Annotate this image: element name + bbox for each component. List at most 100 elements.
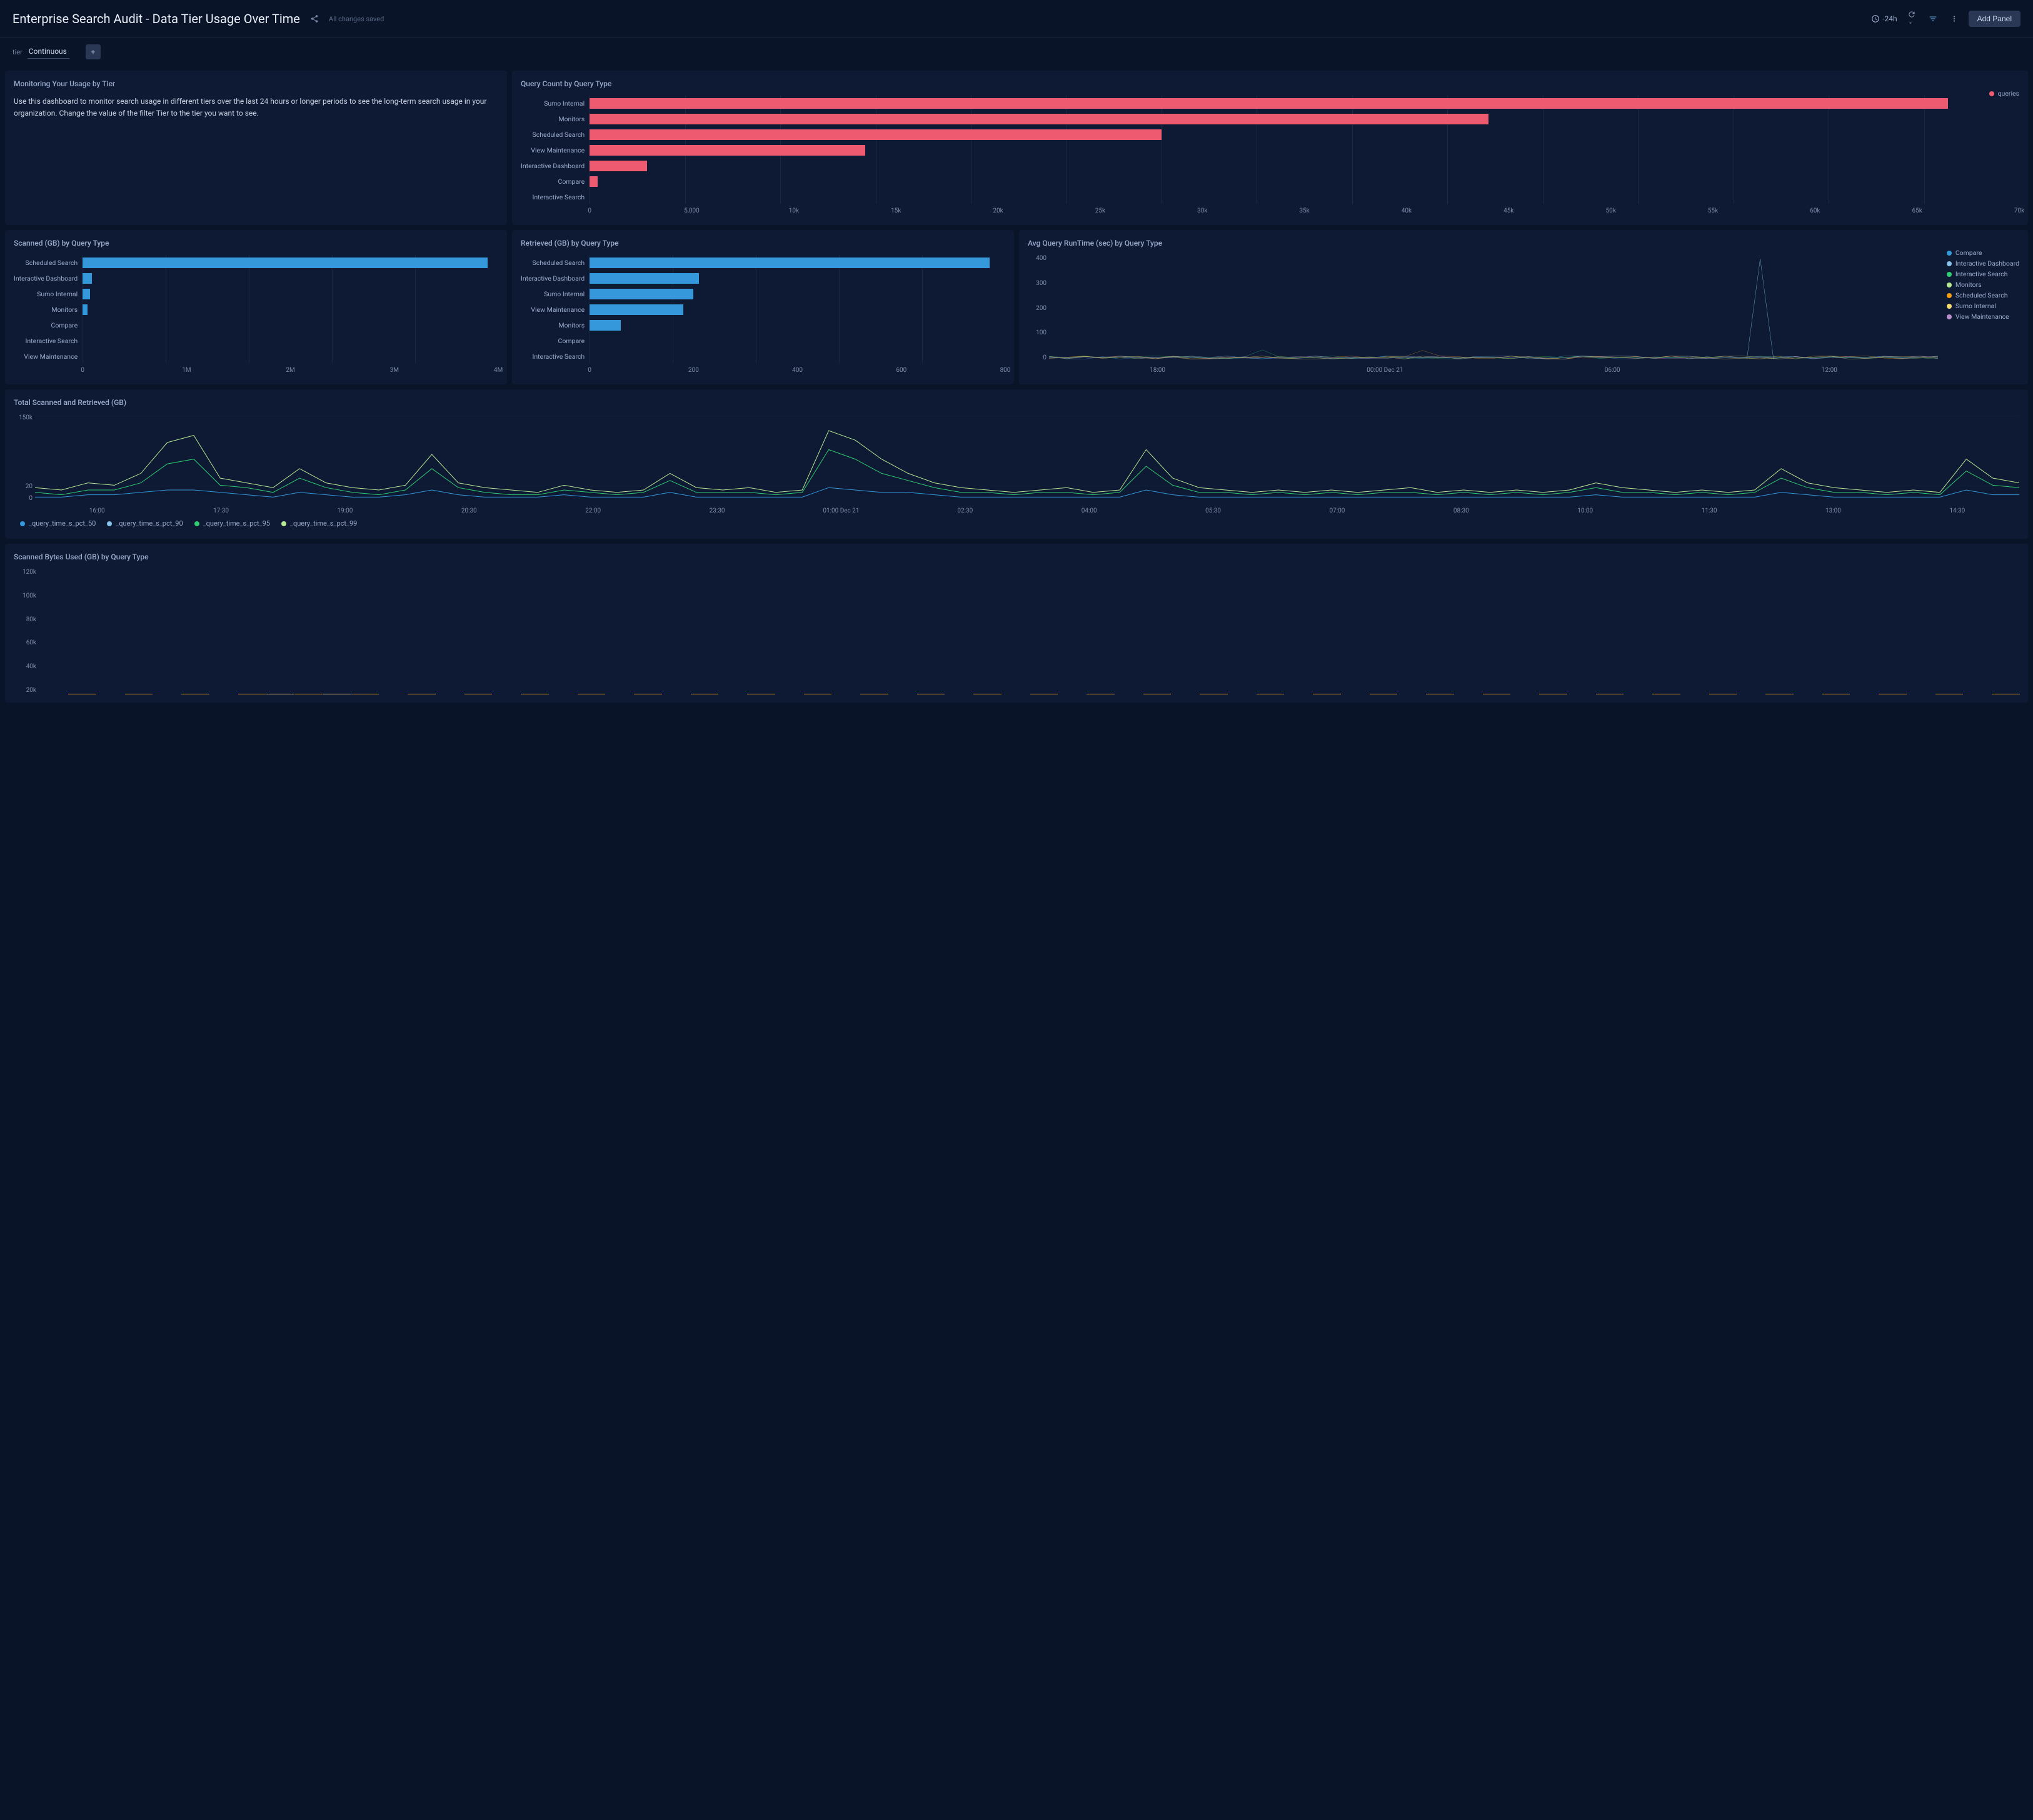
bar-group[interactable] [1511, 569, 1539, 694]
bar-group[interactable] [1426, 569, 1453, 694]
legend-item[interactable]: _query_time_s_pct_50 [20, 519, 96, 528]
bar-group[interactable] [1342, 569, 1369, 694]
bar-group[interactable] [1313, 569, 1340, 694]
bar[interactable] [83, 289, 90, 299]
share-icon[interactable] [310, 14, 319, 23]
bar-group[interactable] [1143, 569, 1171, 694]
bar-group[interactable] [1964, 569, 1991, 694]
bar-group[interactable] [973, 569, 1001, 694]
bar-group[interactable] [493, 569, 520, 694]
bar-group[interactable] [40, 569, 68, 694]
bar-group[interactable] [1370, 569, 1397, 694]
bar-group[interactable] [719, 569, 746, 694]
bar-group[interactable] [1709, 569, 1737, 694]
bar-group[interactable] [1539, 569, 1567, 694]
bar-group[interactable] [1568, 569, 1595, 694]
bar-group[interactable] [860, 569, 888, 694]
bar-group[interactable] [97, 569, 124, 694]
bar-group[interactable] [917, 569, 945, 694]
filter-value[interactable]: Continuous [28, 46, 69, 59]
bar-group[interactable] [210, 569, 238, 694]
bar-group[interactable] [521, 569, 548, 694]
bar-group[interactable] [747, 569, 775, 694]
bar-group[interactable] [1087, 569, 1114, 694]
bar-group[interactable] [1200, 569, 1227, 694]
bar[interactable] [590, 176, 598, 187]
bar-group[interactable] [1228, 569, 1256, 694]
bar-group[interactable] [408, 569, 435, 694]
bar-group[interactable] [1624, 569, 1652, 694]
bar-group[interactable] [464, 569, 492, 694]
bar-group[interactable] [634, 569, 661, 694]
legend-item[interactable]: _query_time_s_pct_95 [194, 519, 270, 528]
bar-group[interactable] [1737, 569, 1765, 694]
bar[interactable] [83, 273, 92, 284]
bar-group[interactable] [1850, 569, 1878, 694]
bar-group[interactable] [1596, 569, 1624, 694]
bar[interactable] [590, 289, 693, 299]
add-panel-button[interactable]: Add Panel [1969, 11, 2020, 27]
filter-icon[interactable] [1929, 14, 1937, 23]
more-icon[interactable] [1950, 14, 1959, 23]
bar-group[interactable] [1455, 569, 1482, 694]
bar-group[interactable] [436, 569, 464, 694]
time-range[interactable]: -24h [1871, 14, 1897, 23]
legend-item[interactable]: _query_time_s_pct_90 [107, 519, 183, 528]
bar-group[interactable] [663, 569, 690, 694]
add-filter-button[interactable]: + [86, 44, 101, 59]
category-label: Monitors [558, 318, 585, 333]
bar-group[interactable] [1652, 569, 1680, 694]
bar-group[interactable] [1172, 569, 1199, 694]
legend-item[interactable]: _query_time_s_pct_99 [281, 519, 357, 528]
bar-group[interactable] [1030, 569, 1058, 694]
bar-group[interactable] [1879, 569, 1906, 694]
bar-group[interactable] [1002, 569, 1030, 694]
bar[interactable] [590, 273, 699, 284]
bar[interactable] [590, 98, 1947, 109]
bar-group[interactable] [1765, 569, 1793, 694]
bar-group[interactable] [181, 569, 209, 694]
bar-group[interactable] [804, 569, 831, 694]
bar[interactable] [590, 320, 621, 331]
bar-group[interactable] [691, 569, 718, 694]
bar-group[interactable] [294, 569, 322, 694]
panel-retrieved-gb: Retrieved (GB) by Query Type Scheduled S… [512, 230, 1014, 384]
bar[interactable] [590, 129, 1162, 140]
bar-group[interactable] [1794, 569, 1822, 694]
bar-group[interactable] [550, 569, 577, 694]
bar-group[interactable] [1115, 569, 1143, 694]
bar-group[interactable] [578, 569, 605, 694]
bar-group[interactable] [1483, 569, 1510, 694]
bar[interactable] [83, 258, 488, 268]
refresh-icon[interactable] [1907, 10, 1916, 28]
bar-group[interactable] [351, 569, 379, 694]
bar[interactable] [590, 114, 1488, 124]
bar-group[interactable] [945, 569, 973, 694]
bar-group[interactable] [1681, 569, 1709, 694]
bar[interactable] [590, 304, 683, 315]
bar-group[interactable] [1992, 569, 2019, 694]
bar-group[interactable] [125, 569, 153, 694]
bar-group[interactable] [889, 569, 916, 694]
bar-group[interactable] [379, 569, 407, 694]
dashboard-grid: Monitoring Your Usage by Tier Use this d… [0, 66, 2033, 708]
bar-group[interactable] [606, 569, 633, 694]
bar-group[interactable] [1398, 569, 1425, 694]
bar[interactable] [83, 304, 88, 315]
bar-group[interactable] [1058, 569, 1086, 694]
bar-group[interactable] [153, 569, 181, 694]
bar-group[interactable] [68, 569, 96, 694]
bar-group[interactable] [323, 569, 351, 694]
bar-group[interactable] [776, 569, 803, 694]
bar-group[interactable] [1907, 569, 1935, 694]
bar-group[interactable] [1822, 569, 1850, 694]
bar[interactable] [590, 258, 990, 268]
bar[interactable] [590, 161, 646, 171]
bar[interactable] [590, 145, 865, 156]
bar-group[interactable] [1935, 569, 1963, 694]
bar-group[interactable] [238, 569, 266, 694]
bar-group[interactable] [1285, 569, 1312, 694]
bar-group[interactable] [832, 569, 860, 694]
bar-group[interactable] [1257, 569, 1284, 694]
bar-group[interactable] [266, 569, 294, 694]
